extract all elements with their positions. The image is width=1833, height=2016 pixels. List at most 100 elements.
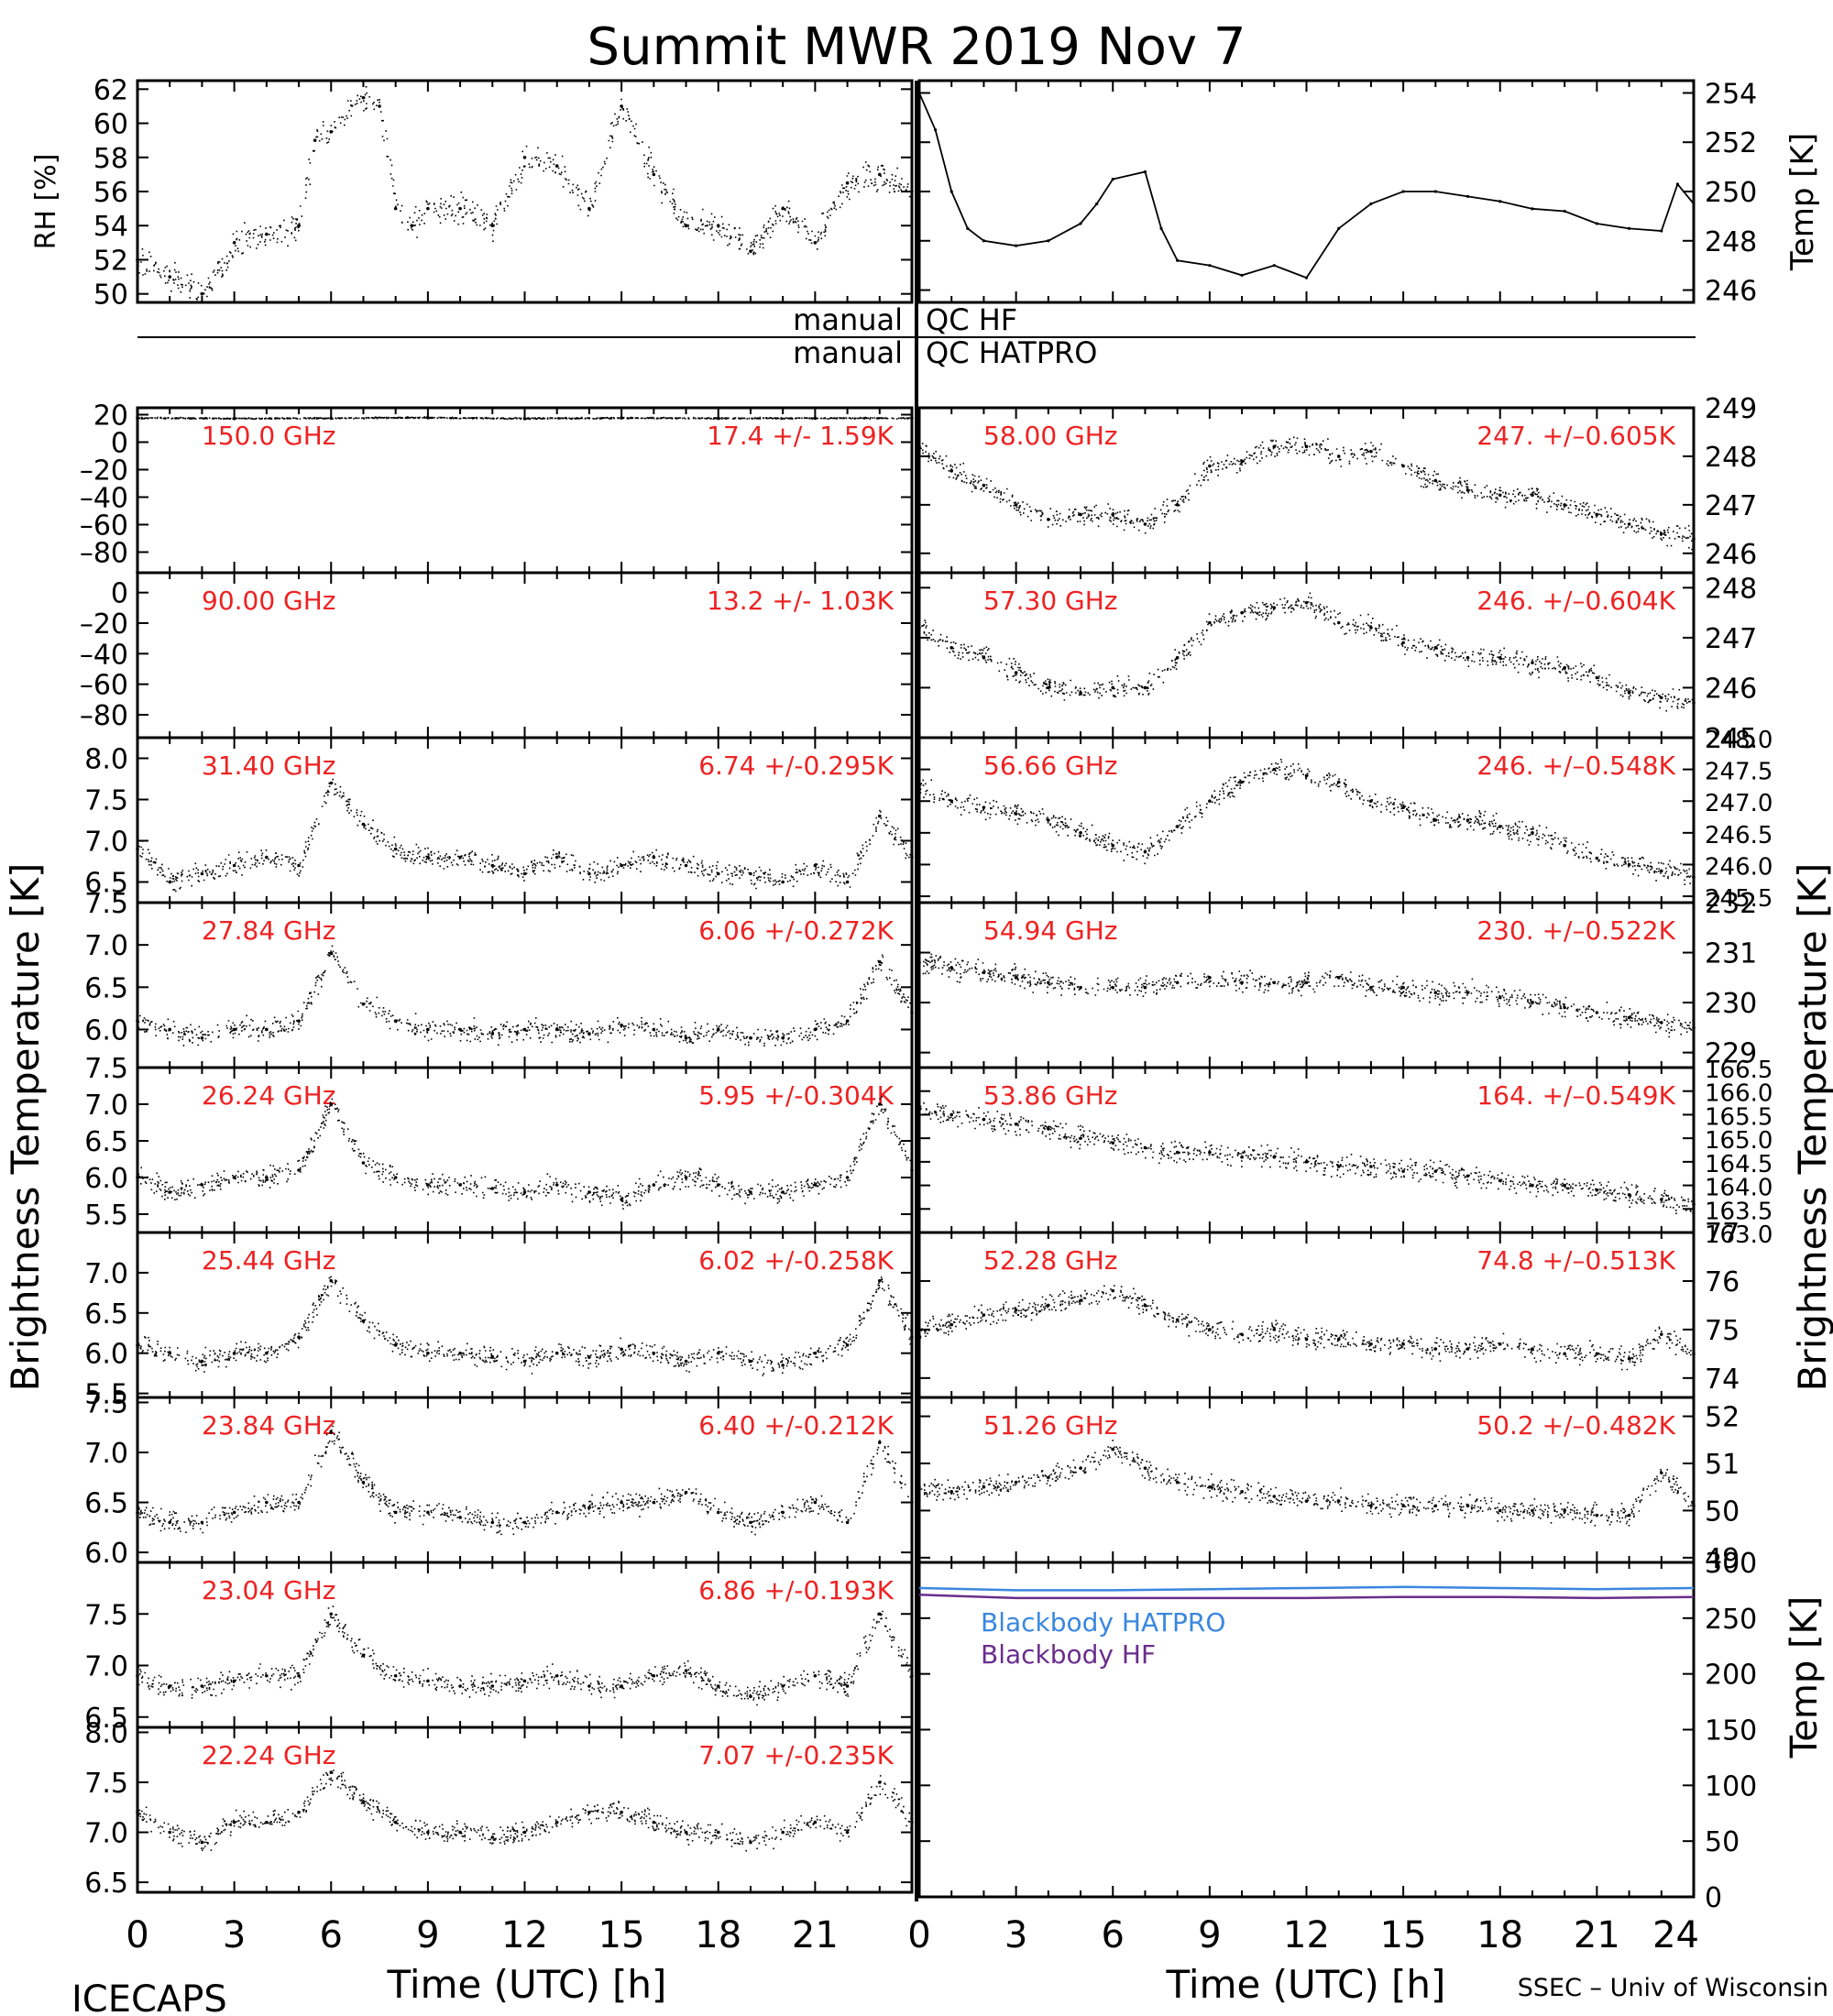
data-point: [265, 1500, 269, 1505]
y-tick-label: 6.5: [84, 1488, 128, 1520]
data-point: [1433, 478, 1438, 483]
scatter-cloud: [137, 1425, 909, 1536]
data-point: [1047, 981, 1050, 985]
y-tick-label: 6.0: [84, 1163, 128, 1195]
y-tick-label: –20: [80, 608, 128, 641]
y-tick-label: 7.0: [84, 827, 128, 859]
data-point: [1692, 202, 1696, 206]
data-point: [1627, 226, 1631, 230]
y-tick-label: 254: [1705, 78, 1757, 110]
y-tick-label: 7.0: [84, 1651, 128, 1683]
scatter-cloud: [920, 1440, 1695, 1527]
data-point: [749, 1694, 752, 1699]
data-point: [949, 469, 954, 473]
data-point: [1660, 229, 1663, 233]
scatter-cloud: [919, 1102, 1696, 1215]
x-tick-label: 12: [501, 1914, 548, 1956]
panel-c5228: 77 76 75 74 52.28 GHz 74.8 +/–0.513K: [917, 1218, 1740, 1399]
ylabel-left: Brightness Temperature [K]: [3, 863, 48, 1392]
scatter-cloud: [919, 1285, 1696, 1371]
x-tick-label: 21: [792, 1914, 839, 1956]
data-point: [684, 1669, 688, 1672]
y-tick-label: 6.5: [84, 972, 128, 1004]
y-tick-label: 76: [1705, 1266, 1740, 1298]
data-point: [232, 863, 236, 868]
frequency-label: 56.66 GHz: [983, 751, 1118, 781]
scatter-cloud: [137, 1769, 914, 1852]
y-tick-label: 246: [1705, 673, 1757, 705]
stat-label: 230. +/–0.522K: [1476, 915, 1675, 946]
data-point: [1208, 1150, 1212, 1155]
panel-c3140: 8.0 7.5 7.0 6.5 31.40 GHz 6.74 +/-0.295K: [84, 736, 914, 904]
panel-c2544: 7.0 6.5 6.0 5.5 25.44 GHz 6.02 +/-0.258K: [84, 1231, 914, 1411]
data-point: [1692, 1352, 1696, 1356]
data-point: [1465, 488, 1470, 492]
data-point: [1433, 991, 1438, 994]
y-tick-label: 0: [111, 428, 128, 460]
data-point: [1692, 1025, 1696, 1030]
y-tick-label: –80: [80, 538, 128, 570]
data-point: [1015, 244, 1018, 247]
frequency-label: 54.94 GHz: [983, 915, 1118, 946]
data-point: [1563, 1352, 1566, 1356]
data-point: [917, 1108, 921, 1112]
y-tick-label: –40: [80, 639, 128, 671]
y-tick-label: –40: [80, 483, 128, 515]
data-point: [168, 1830, 172, 1835]
data-point: [297, 1335, 301, 1339]
panel-frame: [136, 79, 914, 304]
data-point: [1272, 264, 1276, 268]
panel-frame: [917, 79, 1696, 304]
data-point: [1531, 1508, 1534, 1513]
frequency-label: 23.84 GHz: [202, 1410, 336, 1441]
data-point: [1595, 675, 1599, 680]
y-tick-label: 75: [1705, 1315, 1740, 1347]
y-tick-label: 247: [1705, 623, 1757, 655]
y-tick-label: 163.5: [1705, 1198, 1773, 1225]
data-point: [554, 1351, 559, 1355]
data-point: [1079, 985, 1082, 990]
stat-label: 74.8 +/–0.513K: [1476, 1245, 1675, 1276]
scatter-cloud: [137, 416, 914, 421]
data-point: [136, 570, 139, 575]
y-tick-label: 7.5: [84, 1053, 128, 1085]
data-point: [684, 1035, 688, 1040]
data-point: [1336, 1165, 1341, 1168]
data-point: [200, 1035, 204, 1040]
data-point: [458, 206, 462, 211]
data-point: [917, 91, 921, 95]
y-tick-label: 166.5: [1705, 1057, 1773, 1084]
data-point: [136, 1673, 139, 1678]
y-tick-label: 232: [1705, 888, 1757, 920]
qc-hf-left: manual: [793, 302, 903, 337]
y-tick-label: 52: [1705, 1402, 1740, 1434]
y-tick-label: 249: [1705, 393, 1757, 425]
y-tick-label: 100: [1705, 1770, 1757, 1802]
data-point: [1175, 981, 1180, 985]
data-point: [1659, 1021, 1663, 1024]
y-tick-label: 230: [1705, 988, 1757, 1020]
data-point: [378, 104, 381, 108]
y-tick-label: 7.5: [84, 1387, 128, 1419]
data-point: [168, 275, 172, 279]
y-tick-label: 252: [1705, 127, 1757, 159]
frequency-label: 27.84 GHz: [202, 915, 336, 946]
qc-hatpro-left: manual: [793, 335, 903, 370]
data-point: [554, 1673, 559, 1678]
data-point: [1627, 1193, 1631, 1197]
x-tick-label: 0: [126, 1914, 148, 1956]
y-tick-label: 5.5: [84, 1379, 128, 1411]
ylabel-temp: Temp [K]: [1784, 133, 1821, 271]
data-point: [1595, 1513, 1599, 1517]
x-tick-label: 9: [1198, 1914, 1221, 1956]
data-point: [949, 646, 954, 650]
data-point: [845, 1343, 850, 1347]
stat-label: 6.40 +/-0.212K: [698, 1410, 894, 1441]
y-tick-label: 20: [93, 400, 128, 433]
scatter-cloud: [919, 759, 1695, 885]
y-tick-label: 58: [93, 143, 128, 175]
data-point: [1208, 1485, 1212, 1489]
data-point: [265, 1351, 269, 1355]
data-point: [910, 571, 914, 575]
